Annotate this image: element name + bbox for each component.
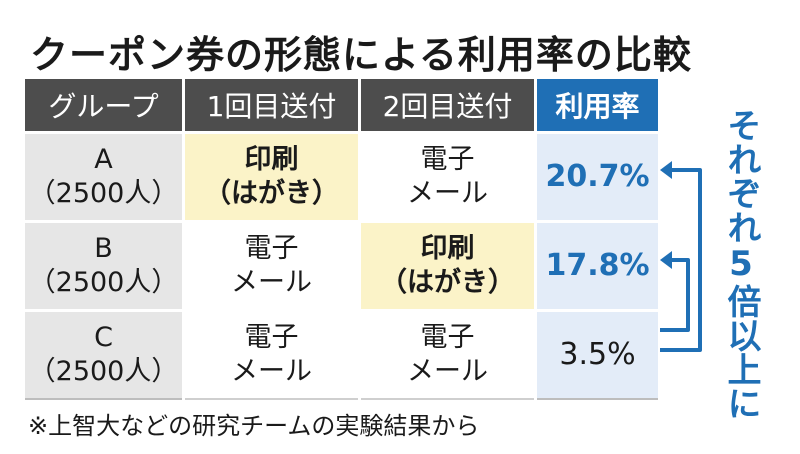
arrow-c-to-b bbox=[660, 258, 690, 332]
comparison-table: グループ 1回目送付 2回目送付 利用率 A （2500人） 印刷 （はがき） 電子 メー… bbox=[22, 76, 661, 400]
source-footnote: ※上智大などの研究チームの実験結果から bbox=[28, 412, 480, 440]
first-send-cell: 電子 メール bbox=[182, 220, 361, 312]
header-second-send: 2回目送付 bbox=[358, 76, 537, 134]
first-send-cell-line: 電子 bbox=[244, 322, 299, 354]
group-cell-line: A bbox=[94, 144, 113, 176]
first-send-cell-line: 電子 bbox=[244, 233, 299, 265]
group-cell-line: （2500人） bbox=[28, 178, 179, 209]
first-send-cell-line: （はがき） bbox=[204, 178, 339, 209]
second-send-cell-line: 電子 bbox=[420, 144, 475, 176]
second-send-cell: 印刷 （はがき） bbox=[358, 220, 537, 312]
group-cell-line: B bbox=[94, 233, 113, 265]
arrowhead-a bbox=[660, 161, 672, 179]
table-row: A （2500人） 印刷 （はがき） 電子 メール 20.7% bbox=[22, 131, 661, 223]
first-send-cell-line: メール bbox=[231, 356, 312, 387]
table-row: C （2500人） 電子 メール 電子 メール 3.5% bbox=[22, 309, 661, 400]
chart-title: クーポン券の形態による利用率の比較 bbox=[30, 33, 692, 77]
second-send-cell-line: メール bbox=[407, 178, 488, 209]
group-cell-line: （2500人） bbox=[28, 267, 179, 298]
group-cell: B （2500人） bbox=[22, 220, 185, 312]
first-send-cell: 印刷 （はがき） bbox=[182, 131, 361, 223]
first-send-cell-line: メール bbox=[231, 267, 312, 298]
header-group: グループ bbox=[22, 76, 185, 134]
arrowhead-b bbox=[660, 251, 672, 269]
usage-rate-cell: 3.5% bbox=[534, 309, 661, 400]
arrow-c-to-a bbox=[660, 168, 702, 352]
first-send-cell-line: 印刷 bbox=[244, 144, 299, 176]
second-send-cell: 電子 メール bbox=[358, 131, 537, 223]
second-send-cell-line: （はがき） bbox=[380, 267, 515, 298]
usage-rate-cell-line: 3.5% bbox=[559, 337, 636, 373]
table-body: A （2500人） 印刷 （はがき） 電子 メール 20.7% B （2500人） 電子 メール 印刷… bbox=[22, 131, 661, 400]
ratio-annotation: それぞれ5倍以上に bbox=[721, 108, 761, 420]
group-cell-line: （2500人） bbox=[28, 356, 179, 387]
header-usage-rate: 利用率 bbox=[534, 76, 661, 134]
second-send-cell-line: メール bbox=[407, 356, 488, 387]
usage-rate-cell: 20.7% bbox=[534, 131, 661, 223]
usage-rate-cell: 17.8% bbox=[534, 220, 661, 312]
second-send-cell: 電子 メール bbox=[358, 309, 537, 400]
table-row: B （2500人） 電子 メール 印刷 （はがき） 17.8% bbox=[22, 220, 661, 312]
second-send-cell-line: 印刷 bbox=[420, 233, 475, 265]
group-cell-line: C bbox=[94, 322, 113, 354]
second-send-cell-line: 電子 bbox=[420, 322, 475, 354]
header-first-send: 1回目送付 bbox=[182, 76, 361, 134]
usage-rate-cell-line: 20.7% bbox=[545, 159, 650, 195]
header-row: グループ 1回目送付 2回目送付 利用率 bbox=[22, 76, 661, 134]
usage-rate-cell-line: 17.8% bbox=[545, 248, 650, 284]
group-cell: C （2500人） bbox=[22, 309, 185, 400]
first-send-cell: 電子 メール bbox=[182, 309, 361, 400]
group-cell: A （2500人） bbox=[22, 131, 185, 223]
